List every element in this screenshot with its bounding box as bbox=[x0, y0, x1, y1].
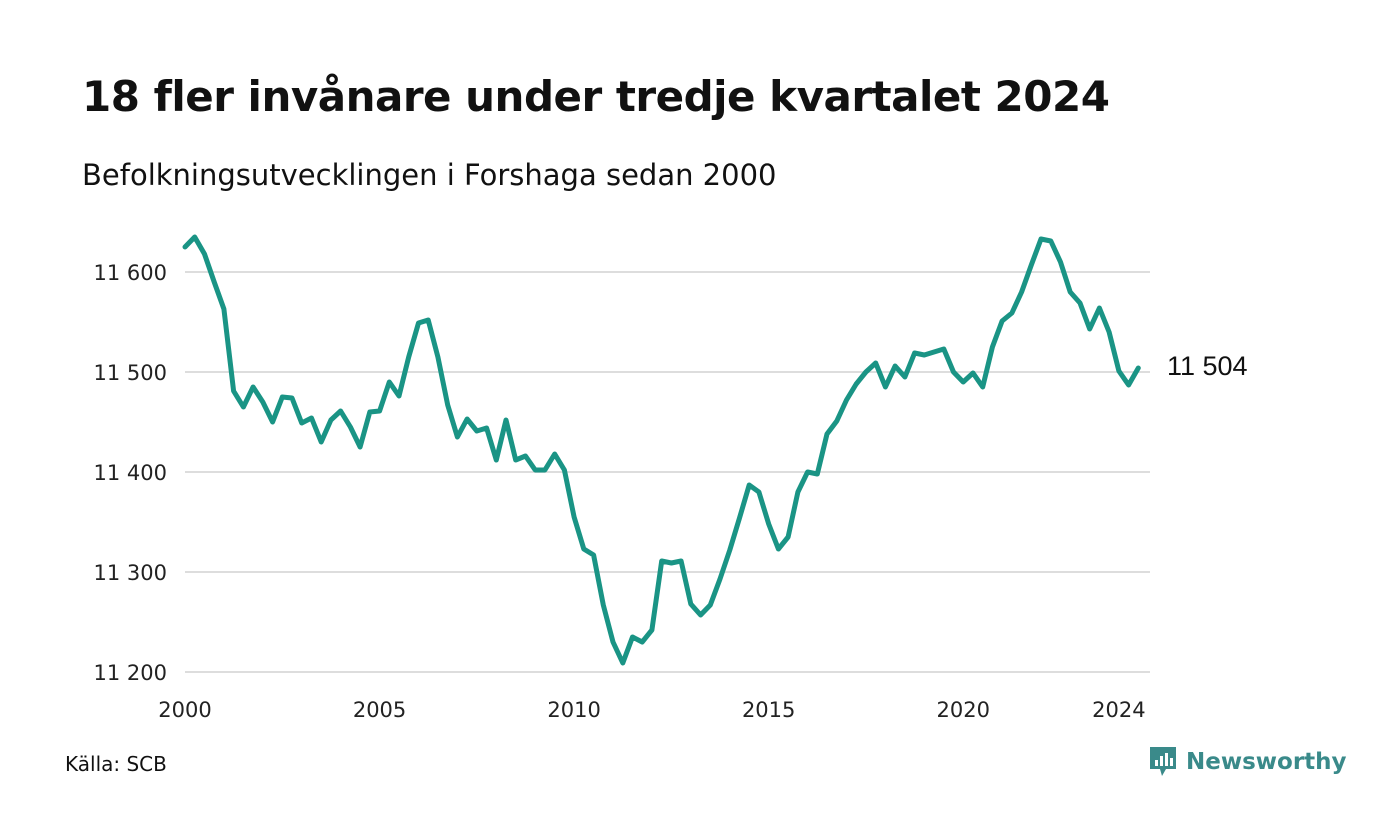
newsworthy-logo-icon bbox=[1150, 747, 1176, 776]
last-value-layer: 11 504 bbox=[1167, 351, 1248, 381]
chart-title: 18 fler invånare under tredje kvartalet … bbox=[82, 72, 1110, 121]
series-layer bbox=[182, 234, 1141, 666]
grid-lines bbox=[185, 271, 1150, 673]
x-tick-label: 2005 bbox=[353, 698, 406, 722]
y-axis-ticks: 11 200 11 300 11 400 11 500 11 600 bbox=[94, 261, 167, 685]
y-tick-label: 11 300 bbox=[94, 561, 167, 585]
x-tick-label: 2024 bbox=[1092, 698, 1145, 722]
last-value-label: 11 504 bbox=[1167, 351, 1248, 381]
y-tick-label: 11 400 bbox=[94, 461, 167, 485]
x-tick-label: 2010 bbox=[547, 698, 600, 722]
x-tick-label: 2000 bbox=[158, 698, 211, 722]
brand-name: Newsworthy bbox=[1186, 749, 1347, 775]
y-tick-label: 11 600 bbox=[94, 261, 167, 285]
x-tick-label: 2015 bbox=[742, 698, 795, 722]
brand-logo: Newsworthy bbox=[1148, 745, 1347, 779]
chart-subtitle: Befolkningsutvecklingen i Forshaga sedan… bbox=[82, 158, 777, 192]
y-tick-label: 11 500 bbox=[94, 361, 167, 385]
x-tick-label: 2020 bbox=[936, 698, 989, 722]
population-line bbox=[182, 234, 1141, 666]
x-axis-ticks: 2000 2005 2010 2015 2020 2024 bbox=[158, 698, 1145, 722]
source-note: Källa: SCB bbox=[65, 752, 167, 776]
y-tick-label: 11 200 bbox=[94, 661, 167, 685]
